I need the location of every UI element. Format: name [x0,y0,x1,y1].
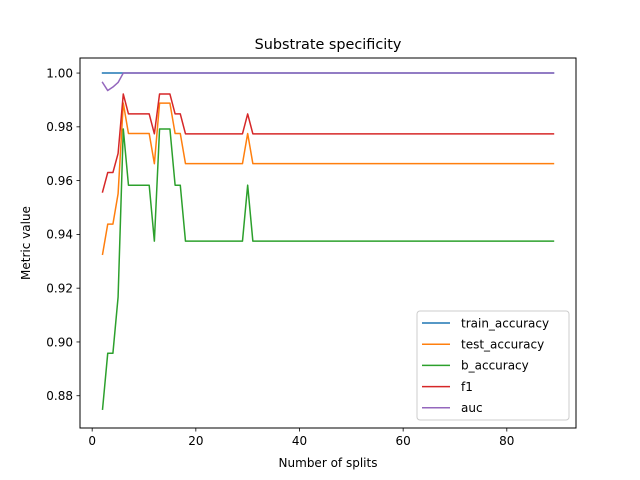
legend-label-test_accuracy: test_accuracy [461,338,544,352]
series-line-auc [101,72,555,92]
x-tick-label: 80 [499,434,514,448]
x-tick-label: 40 [292,434,307,448]
y-axis-label: Metric value [19,206,33,280]
y-tick-label: 0.96 [46,174,73,188]
legend-label-train_accuracy: train_accuracy [461,316,549,330]
x-tick-label: 20 [188,434,203,448]
legend: train_accuracy test_accuracy b_accuracy f1 a… [416,310,570,421]
y-axis-ticks: 0.88 0.90 0.92 0.94 0.96 0.98 1.00 [46,66,80,403]
y-tick-label: 0.88 [46,389,73,403]
x-axis-label: Number of splits [279,456,378,470]
y-tick-label: 0.92 [46,281,73,295]
series-line-test_accuracy [101,102,555,256]
x-tick-label: 0 [88,434,96,448]
legend-label-auc: auc [461,401,483,415]
y-tick-label: 1.00 [46,66,73,80]
series-line-f1 [101,93,555,193]
x-axis-ticks: 0 20 40 60 80 [88,428,514,448]
y-tick-label: 0.90 [46,335,73,349]
legend-label-f1: f1 [461,380,473,394]
axes-frame [79,57,577,429]
legend-label-b_accuracy: b_accuracy [461,359,529,373]
chart-title: Substrate specificity [255,37,402,53]
x-tick-label: 60 [396,434,411,448]
y-tick-label: 0.98 [46,120,73,134]
plot-area [79,57,577,429]
legend-box [416,310,570,421]
series-line-b_accuracy [101,128,555,410]
y-tick-label: 0.94 [46,228,73,242]
series-layer [101,72,555,410]
